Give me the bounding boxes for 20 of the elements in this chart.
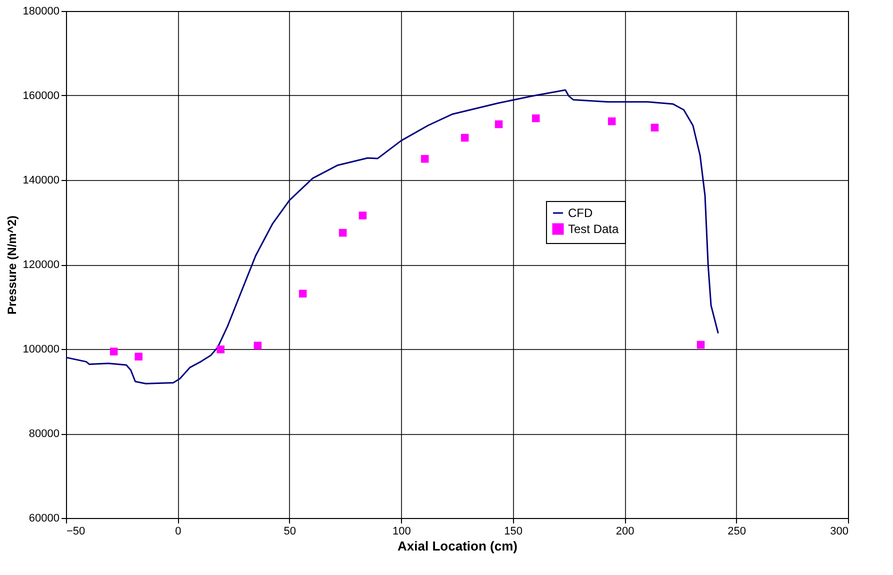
y-axis-title: Pressure (N/m^2) — [4, 215, 19, 315]
y-tick-label: 160000 — [22, 90, 60, 102]
x-tick-label: 150 — [504, 526, 523, 538]
x-tick-label: 200 — [616, 526, 634, 538]
x-tick-label: 250 — [728, 526, 746, 538]
x-tick-label: 0 — [175, 526, 182, 538]
x-tick-label: −50 — [66, 526, 86, 538]
y-tick-label: 80000 — [28, 428, 60, 440]
x-axis-title: Axial Location (cm) — [398, 538, 518, 554]
y-tick-label: 100000 — [22, 344, 60, 356]
y-tick-label: 180000 — [22, 6, 60, 18]
legend-label: Test Data — [568, 222, 620, 236]
y-tick-label: 140000 — [22, 174, 60, 186]
legend-label: CFD — [568, 206, 593, 220]
y-tick-label: 120000 — [22, 259, 60, 271]
line-series — [65, 89, 719, 384]
x-tick-label: 100 — [392, 526, 411, 538]
x-tick-label: 300 — [830, 526, 848, 538]
x-tick-label: 50 — [284, 526, 296, 538]
y-tick-label: 60000 — [28, 512, 60, 524]
